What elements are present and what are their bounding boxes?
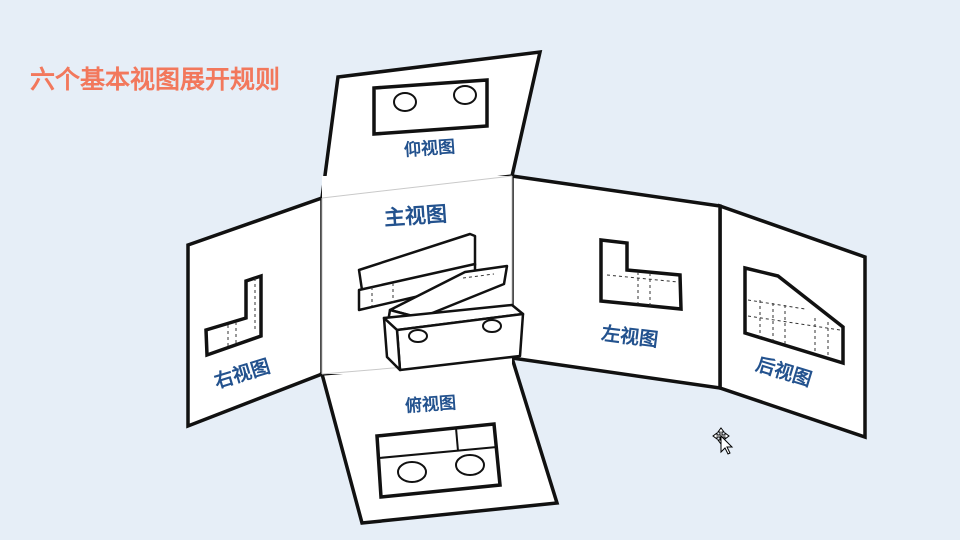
label-top-view: 俯视图	[404, 392, 456, 417]
right-view-drawing	[204, 273, 263, 358]
label-front-view: 主视图	[383, 202, 448, 230]
page-title: 六个基本视图展开规则	[30, 65, 281, 94]
front-view-object-drawing	[357, 232, 525, 372]
left-view-drawing	[599, 238, 683, 311]
move-cursor-icon	[712, 427, 734, 455]
bottom-view-drawing	[372, 78, 489, 136]
rear-view-drawing	[743, 265, 845, 366]
top-view-drawing	[375, 422, 502, 499]
label-bottom-view: 仰视图	[403, 136, 455, 161]
